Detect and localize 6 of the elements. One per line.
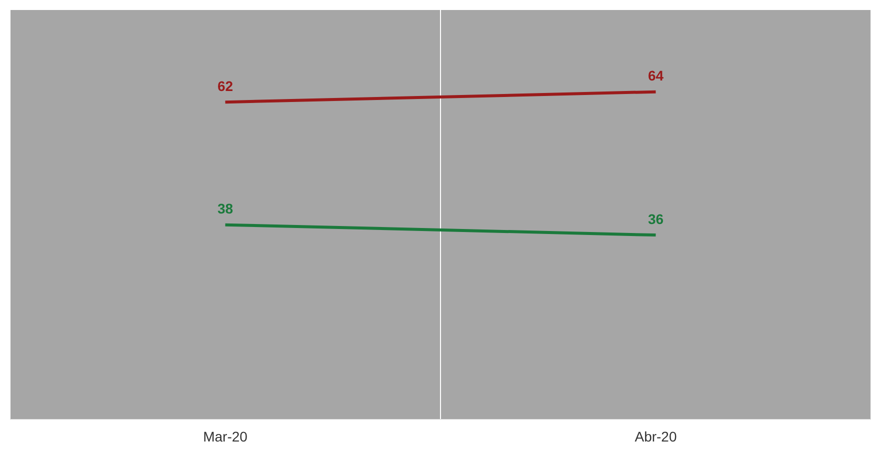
data-label: 62 <box>217 78 234 94</box>
data-label: 64 <box>648 68 664 84</box>
x-tick-label: Mar-20 <box>203 428 248 444</box>
data-label: 38 <box>217 200 234 217</box>
data-label: 36 <box>648 210 664 227</box>
x-tick-label: Abr-20 <box>634 428 677 444</box>
